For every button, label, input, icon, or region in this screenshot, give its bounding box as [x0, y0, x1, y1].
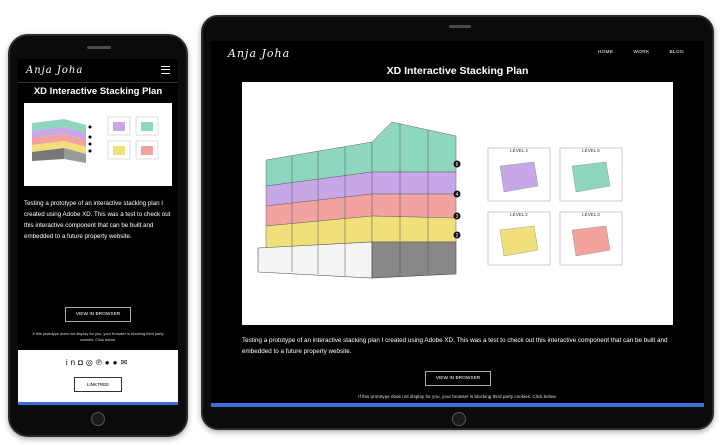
page-title: XD Interactive Stacking Plan — [386, 65, 529, 77]
linktree-button[interactable]: LINKTREE — [74, 377, 122, 392]
project-description: Testing a prototype of an interactive st… — [24, 200, 171, 240]
tablet-speaker — [449, 25, 471, 28]
signature-logo[interactable]: Anja Joha — [26, 65, 84, 76]
nav-home[interactable]: HOME — [597, 50, 614, 55]
floor-marker-6[interactable] — [453, 160, 461, 168]
building-illustration — [32, 119, 92, 163]
page-title: XD Interactive Stacking Plan — [33, 86, 163, 97]
bottom-accent-bar — [211, 403, 704, 407]
tablet-home-button — [452, 412, 466, 426]
floor-markers: 6 4 3 2 — [453, 160, 461, 239]
stacking-plan-embed: 6 4 3 2 LEVEL 4 LEVEL 6 — [242, 82, 673, 325]
instagram-icon[interactable]: ◘ — [78, 358, 86, 367]
signature-logo[interactable]: Anja Joha — [228, 47, 291, 60]
phone-navbar: Anja Joha — [18, 59, 178, 83]
phone-home-button — [91, 412, 105, 426]
level-card-3[interactable]: LEVEL 3 — [559, 211, 623, 266]
view-in-browser-button[interactable]: VIEW IN BROWSER — [65, 307, 131, 322]
level-cards — [107, 116, 159, 160]
svg-text:3: 3 — [456, 214, 459, 220]
floor-marker-3[interactable] — [453, 212, 461, 220]
svg-text:6: 6 — [456, 162, 459, 168]
svg-text:2: 2 — [456, 233, 459, 239]
svg-text:LEVEL 2: LEVEL 2 — [510, 212, 528, 217]
tablet-mockup: Anja Joha HOME WORK BLOG XD Interactive … — [201, 15, 714, 430]
cookie-note: If this prototype does not display for y… — [358, 394, 557, 399]
phone-speaker — [87, 46, 111, 49]
linkedin-icon[interactable]: in — [65, 358, 79, 367]
level-card-2[interactable]: LEVEL 2 — [487, 211, 551, 266]
bottom-accent-bar — [18, 402, 178, 405]
hamburger-menu-icon[interactable] — [161, 66, 170, 74]
nav-blog[interactable]: BLOG — [669, 50, 684, 55]
building-illustration — [257, 121, 457, 279]
floor-marker-4[interactable] — [453, 190, 461, 198]
stacking-plan-thumbnail — [24, 103, 172, 186]
dribbble-icon[interactable]: ◎ — [85, 358, 96, 367]
svg-text:4: 4 — [456, 192, 459, 198]
tablet-navbar: Anja Joha HOME WORK BLOG — [211, 41, 704, 63]
level-card-4[interactable]: LEVEL 4 — [487, 147, 551, 202]
cookie-note: If this prototype does not display for y… — [32, 331, 164, 342]
level-card-6[interactable]: LEVEL 6 — [559, 147, 623, 202]
project-description: Testing a prototype of an interactive st… — [242, 337, 668, 355]
pinterest-icon[interactable]: ℗ — [95, 358, 105, 367]
phone-screen: Anja Joha XD Interactive Stacking Plan — [18, 59, 178, 405]
svg-text:LEVEL 6: LEVEL 6 — [582, 148, 600, 153]
floor-marker-2[interactable] — [453, 231, 461, 239]
flickr-icon[interactable]: ●● — [104, 358, 121, 367]
social-icons: in◘◎℗●●✉ — [18, 358, 178, 367]
svg-text:LEVEL 4: LEVEL 4 — [510, 148, 528, 153]
tablet-screen: Anja Joha HOME WORK BLOG XD Interactive … — [211, 41, 704, 407]
mail-icon[interactable]: ✉ — [120, 358, 131, 367]
svg-text:LEVEL 3: LEVEL 3 — [582, 212, 600, 217]
phone-footer: in◘◎℗●●✉ LINKTREE — [18, 350, 178, 405]
main-menu: HOME WORK BLOG — [598, 50, 684, 55]
phone-mockup: Anja Joha XD Interactive Stacking Plan — [8, 34, 188, 437]
view-in-browser-button[interactable]: VIEW IN BROWSER — [425, 371, 491, 386]
nav-work[interactable]: WORK — [633, 50, 650, 55]
